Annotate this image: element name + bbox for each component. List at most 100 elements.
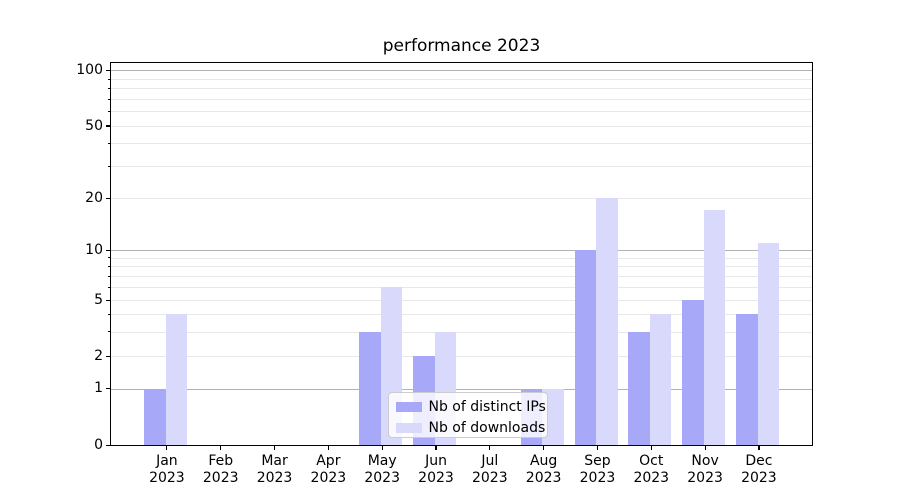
x-tick-label-jul: Jul 2023 bbox=[460, 453, 520, 488]
y-tick-0 bbox=[106, 444, 110, 447]
x-tick-nov bbox=[704, 445, 706, 450]
x-label-year-jun: 2023 bbox=[418, 470, 454, 486]
y-tick-label-100: 100 bbox=[76, 62, 103, 79]
y-tick-label-0: 0 bbox=[94, 437, 103, 453]
x-tick-jul bbox=[489, 445, 491, 450]
legend-label-distinct-ips: Nb of distinct IPs bbox=[428, 398, 546, 415]
bar-distinct-ips-nov bbox=[682, 300, 704, 446]
x-label-year-feb: 2023 bbox=[202, 470, 239, 486]
gridline-minor-20 bbox=[111, 198, 812, 200]
x-tick-label-may: May 2023 bbox=[352, 453, 412, 488]
y-minor-tick-9 bbox=[107, 257, 110, 259]
bar-downloads-sep bbox=[596, 198, 618, 446]
x-label-year-oct: 2023 bbox=[633, 470, 670, 486]
y-tick-label-1: 1 bbox=[94, 380, 103, 397]
x-tick-dec bbox=[758, 445, 760, 450]
gridline-major-10 bbox=[111, 250, 812, 251]
x-tick-label-aug: Aug 2023 bbox=[514, 453, 574, 488]
legend-item-distinct-ips: Nb of distinct IPs bbox=[395, 398, 546, 415]
y-tick-50 bbox=[106, 125, 110, 127]
y-minor-tick-80 bbox=[107, 88, 110, 89]
y-minor-tick-40 bbox=[107, 143, 110, 145]
y-tick-2 bbox=[106, 356, 110, 358]
y-minor-tick-7 bbox=[107, 275, 110, 277]
x-label-month-dec: Dec bbox=[745, 452, 773, 469]
legend: Nb of distinct IPs Nb of downloads bbox=[387, 391, 548, 438]
gridline-minor-30 bbox=[111, 166, 812, 168]
bar-downloads-aug bbox=[542, 388, 564, 446]
x-label-year-nov: 2023 bbox=[687, 470, 723, 486]
legend-label-downloads: Nb of downloads bbox=[428, 419, 546, 436]
legend-item-downloads: Nb of downloads bbox=[395, 419, 546, 436]
x-tick-feb bbox=[220, 445, 222, 450]
x-label-month-jun: Jun bbox=[425, 452, 447, 469]
x-label-year-jan: 2023 bbox=[149, 470, 185, 486]
gridline-minor-80 bbox=[111, 88, 812, 90]
bar-distinct-ips-dec bbox=[736, 314, 758, 446]
bar-downloads-nov bbox=[703, 210, 726, 446]
y-tick-label-10: 10 bbox=[85, 241, 103, 258]
x-tick-label-apr: Apr 2023 bbox=[298, 453, 358, 488]
plot-area bbox=[110, 61, 813, 446]
x-tick-label-oct: Oct 2023 bbox=[621, 453, 681, 488]
x-tick-oct bbox=[650, 445, 652, 450]
y-minor-tick-6 bbox=[107, 286, 110, 288]
gridline-major-1 bbox=[111, 388, 812, 390]
x-tick-jan bbox=[166, 445, 168, 450]
y-minor-tick-30 bbox=[107, 165, 110, 167]
x-tick-label-jan: Jan 2023 bbox=[137, 453, 197, 488]
y-minor-tick-90 bbox=[107, 78, 110, 80]
gridline-minor-5 bbox=[111, 300, 812, 302]
gridline-minor-7 bbox=[111, 275, 812, 277]
gridline-minor-70 bbox=[111, 98, 812, 100]
bar-distinct-ips-may bbox=[359, 331, 381, 446]
y-tick-label-50: 50 bbox=[85, 117, 103, 134]
x-tick-label-jun: Jun 2023 bbox=[406, 453, 466, 488]
x-tick-label-sep: Sep 2023 bbox=[567, 453, 627, 488]
y-tick-1 bbox=[106, 388, 110, 390]
x-tick-label-feb: Feb 2023 bbox=[191, 453, 251, 488]
y-minor-tick-8 bbox=[107, 266, 110, 268]
x-label-month-jul: Jul bbox=[481, 452, 499, 469]
x-label-month-feb: Feb bbox=[208, 452, 234, 469]
x-tick-label-nov: Nov 2023 bbox=[675, 453, 735, 488]
y-minor-tick-3 bbox=[107, 331, 110, 333]
x-label-year-mar: 2023 bbox=[256, 470, 293, 486]
x-tick-jun bbox=[435, 445, 437, 450]
gridline-minor-4 bbox=[111, 314, 812, 316]
bar-downloads-oct bbox=[649, 314, 672, 446]
gridline-minor-40 bbox=[111, 143, 812, 145]
y-tick-label-20: 20 bbox=[85, 190, 103, 206]
x-tick-sep bbox=[596, 445, 599, 450]
x-label-year-dec: 2023 bbox=[741, 470, 777, 486]
x-label-month-aug: Aug bbox=[529, 452, 558, 469]
x-tick-label-dec: Dec 2023 bbox=[729, 453, 789, 488]
y-tick-label-2: 2 bbox=[94, 348, 103, 365]
x-label-month-oct: Oct bbox=[639, 452, 664, 469]
x-tick-mar bbox=[273, 445, 276, 450]
gridline-minor-90 bbox=[111, 78, 812, 80]
y-tick-label-5: 5 bbox=[94, 292, 103, 309]
x-label-year-aug: 2023 bbox=[525, 470, 562, 486]
gridline-major-100 bbox=[111, 70, 812, 72]
gridline-minor-50 bbox=[111, 125, 812, 127]
x-label-month-apr: Apr bbox=[316, 452, 341, 469]
bar-distinct-ips-jan bbox=[144, 388, 166, 446]
x-label-year-jul: 2023 bbox=[471, 470, 508, 486]
bar-downloads-dec bbox=[757, 242, 780, 446]
x-label-year-may: 2023 bbox=[364, 470, 400, 486]
gridline-minor-6 bbox=[111, 287, 812, 289]
x-tick-apr bbox=[327, 445, 329, 450]
x-tick-may bbox=[381, 445, 383, 450]
chart-title: performance 2023 bbox=[382, 36, 541, 56]
y-minor-tick-70 bbox=[107, 98, 110, 100]
gridline-minor-8 bbox=[111, 266, 812, 268]
x-tick-aug bbox=[543, 445, 545, 450]
x-label-month-nov: Nov bbox=[691, 452, 719, 469]
gridline-minor-3 bbox=[111, 331, 812, 333]
y-tick-20 bbox=[106, 197, 110, 200]
y-minor-tick-60 bbox=[107, 110, 110, 112]
bar-downloads-jan bbox=[165, 314, 188, 446]
bar-distinct-ips-sep bbox=[574, 250, 597, 446]
